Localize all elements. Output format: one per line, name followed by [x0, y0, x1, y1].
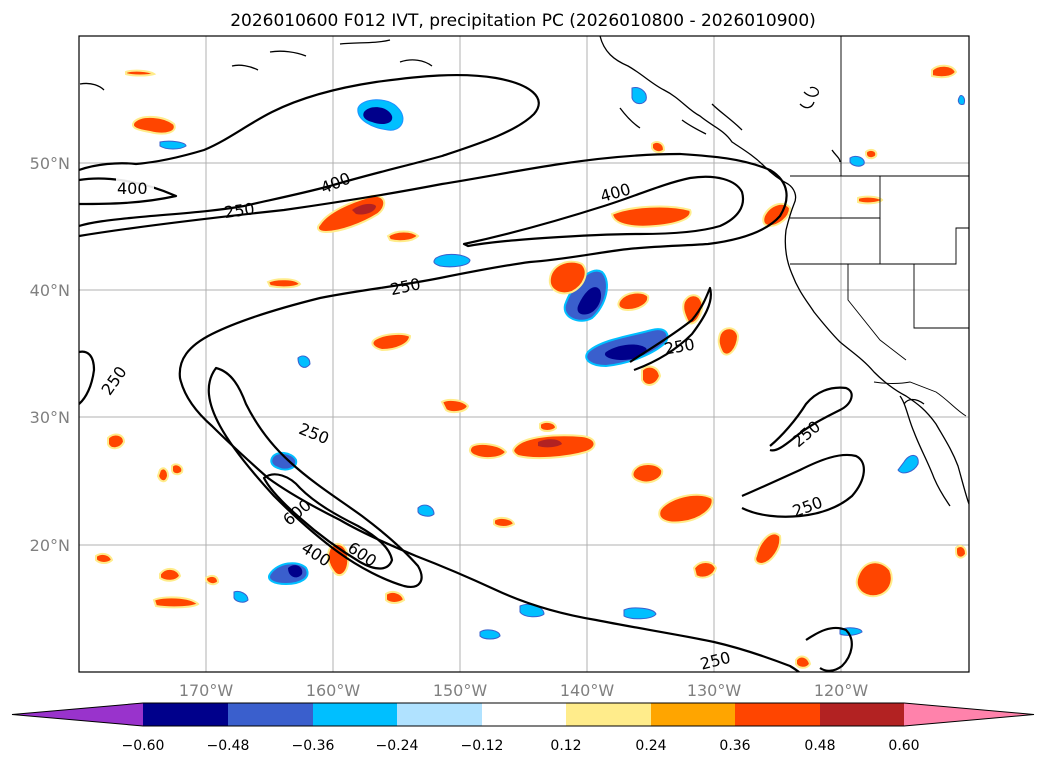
- lon-label: 170°W: [179, 681, 234, 700]
- lon-label: 140°W: [560, 681, 615, 700]
- contour-label: 250: [223, 199, 256, 222]
- map-frame: [78, 35, 970, 673]
- contour-labels: 400 400 250 400 250 250 250 250 250 250 …: [98, 169, 826, 672]
- colorbar-segment: [397, 703, 483, 726]
- colorbar-outline: [11, 702, 1035, 727]
- lat-label: 40°N: [30, 281, 70, 300]
- colorbar-tick-label: −0.60: [122, 738, 165, 754]
- coastlines: [79, 36, 969, 507]
- lat-label: 20°N: [30, 536, 70, 555]
- colorbar-tick-label: −0.36: [292, 738, 335, 754]
- colorbar-segment: [228, 703, 314, 726]
- lon-label: 130°W: [687, 681, 742, 700]
- colorbar-segment: [735, 703, 821, 726]
- contour-label: 400: [117, 179, 148, 198]
- map-plot-area: 400 400 250 400 250 250 250 250 250 250 …: [79, 36, 969, 672]
- colorbar-segment: [651, 703, 737, 726]
- colorbar-tick-label: 0.12: [550, 738, 581, 754]
- colorbar-tick-label: −0.12: [461, 738, 504, 754]
- ivt-contours: [79, 73, 865, 672]
- colorbar-tick-label: 0.36: [719, 738, 750, 754]
- colorbar-segment: [313, 703, 399, 726]
- colorbar-segment: [566, 703, 652, 726]
- colorbar-segment: [482, 703, 568, 726]
- colorbar-segment: [143, 703, 229, 726]
- colorbar-tick-label: −0.24: [376, 738, 419, 754]
- negative-precip-pc-areas: [159, 87, 965, 640]
- political-borders: [790, 36, 969, 417]
- colorbar-tick-label: 0.24: [635, 738, 666, 754]
- lat-label: 50°N: [30, 154, 70, 173]
- colorbar-tick-label: 0.48: [804, 738, 835, 754]
- colorbar-tick-label: −0.48: [207, 738, 250, 754]
- colorbar: −0.60 −0.48 −0.36 −0.24 −0.12 0.12 0.24 …: [11, 702, 1035, 754]
- lon-label: 150°W: [433, 681, 488, 700]
- colorbar-segment-max-extension: [904, 703, 1034, 726]
- graticule: [79, 36, 969, 672]
- longitude-labels: 170°W 160°W 150°W 140°W 130°W 120°W: [179, 681, 869, 700]
- colorbar-segment-min-extension: [12, 703, 143, 726]
- lat-label: 30°N: [30, 408, 70, 427]
- map-title: 2026010600 F012 IVT, precipitation PC (2…: [230, 11, 816, 31]
- colorbar-tick-label: 0.60: [888, 738, 919, 754]
- lon-label: 160°W: [306, 681, 361, 700]
- lon-label: 120°W: [814, 681, 869, 700]
- colorbar-segment: [820, 703, 905, 726]
- latitude-labels: 50°N 40°N 30°N 20°N: [30, 154, 70, 555]
